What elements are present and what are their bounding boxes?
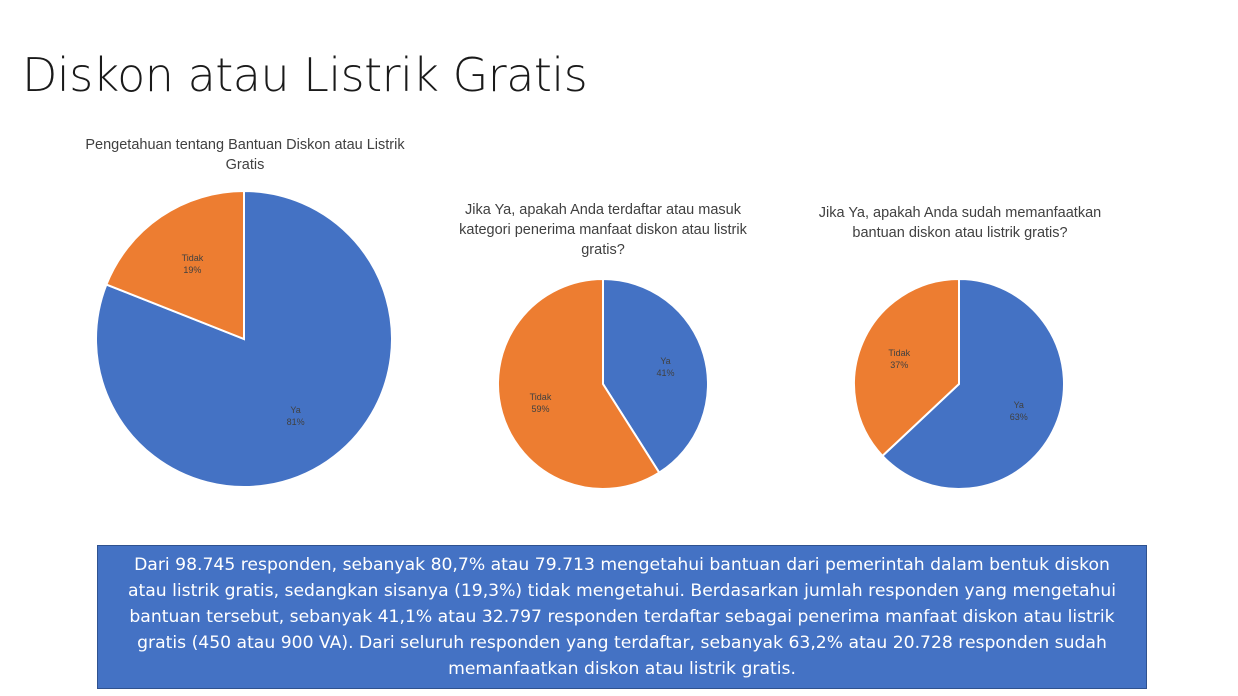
pie-slice-tidak xyxy=(853,277,960,458)
slice-percent-label: 63% xyxy=(1010,412,1028,422)
slice-category-label: Ya xyxy=(1014,400,1024,410)
pie-slice-ya xyxy=(881,277,1065,490)
slice-percent-label: 19% xyxy=(183,265,201,275)
slide-title: Diskon atau Listrik Gratis xyxy=(22,48,588,102)
slice-percent-label: 37% xyxy=(890,360,908,370)
slice-percent-label: 81% xyxy=(287,417,305,427)
pie-chart-memanfaatkan: Ya 63% Tidak 37% xyxy=(853,277,1065,490)
slice-percent-label: 41% xyxy=(657,368,675,378)
pie-slice-tidak xyxy=(105,189,245,341)
slice-category-label: Tidak xyxy=(530,392,552,402)
slice-category-label: Tidak xyxy=(182,253,204,263)
chart-title-terdaftar: Jika Ya, apakah Anda terdaftar atau masu… xyxy=(459,202,747,258)
pie-chart-pengetahuan: Ya 81% Tidak 19% xyxy=(95,189,393,488)
pie-chart-terdaftar: Ya 41% Tidak 59% xyxy=(497,277,709,490)
chart-title-memanfaatkan: Jika Ya, apakah Anda sudah memanfaatkan … xyxy=(818,205,1102,241)
chart-title-pengetahuan: Pengetahuan tentang Bantuan Diskon atau … xyxy=(85,137,405,173)
pie-slice-tidak xyxy=(497,277,661,490)
slice-category-label: Ya xyxy=(290,405,300,415)
slice-category-label: Tidak xyxy=(888,348,910,358)
slice-percent-label: 59% xyxy=(531,404,549,414)
slice-category-label: Ya xyxy=(660,356,670,366)
summary-box: Dari 98.745 responden, sebanyak 80,7% at… xyxy=(97,545,1147,689)
